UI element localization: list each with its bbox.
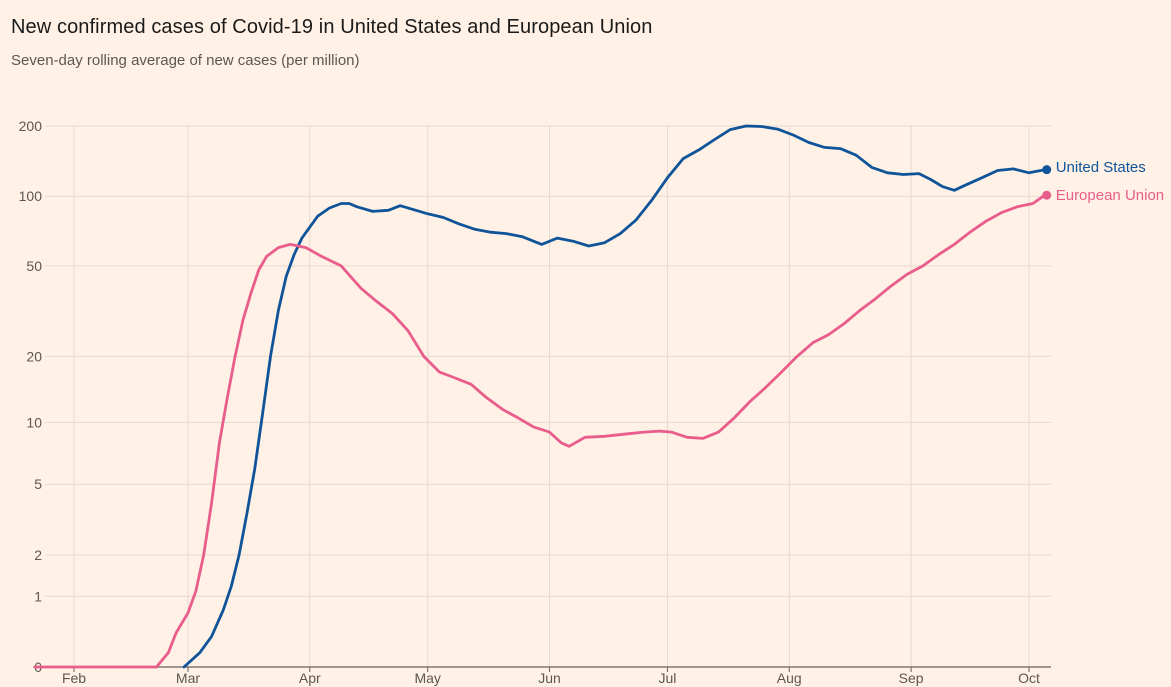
y-tick-label: 1 <box>34 588 42 604</box>
x-tick-label: Aug <box>777 670 802 686</box>
y-tick-label: 100 <box>19 188 43 204</box>
series-lines <box>33 124 1047 669</box>
x-tick-label: Mar <box>176 670 200 686</box>
series-line-united-states <box>182 124 1047 669</box>
y-tick-label: 5 <box>34 476 42 492</box>
x-tick-label: May <box>414 670 440 686</box>
x-axis-ticks: Feb Mar Apr May Jun Jul Aug Sep Oct <box>45 666 1051 686</box>
y-tick-label: 2 <box>34 547 42 563</box>
series-end-labels: United States European Union <box>1042 159 1164 204</box>
chart-subtitle: Seven-day rolling average of new cases (… <box>11 52 360 69</box>
y-tick-label: 10 <box>26 414 42 430</box>
y-tick-label: 50 <box>26 258 42 274</box>
series-label: European Union <box>1056 187 1164 204</box>
series-end-marker <box>1042 190 1052 200</box>
y-tick-label: 200 <box>19 118 43 134</box>
x-tick-label: Feb <box>62 670 86 686</box>
chart-title: New confirmed cases of Covid-19 in Unite… <box>11 16 653 38</box>
x-tick-label: Apr <box>299 670 321 686</box>
x-tick-label: Sep <box>899 670 924 686</box>
series-label: United States <box>1056 159 1146 176</box>
x-tick-label: Jul <box>658 670 676 686</box>
x-tick-label: Jun <box>538 670 561 686</box>
x-tick-label: Oct <box>1018 670 1040 686</box>
y-tick-label: 20 <box>26 348 42 364</box>
series-end-marker <box>1042 165 1052 175</box>
series-line-european-union <box>33 193 1047 669</box>
